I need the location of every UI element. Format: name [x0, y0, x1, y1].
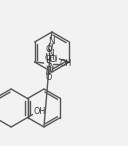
Text: S: S — [45, 59, 52, 69]
Text: OH: OH — [33, 107, 46, 116]
Text: Cl: Cl — [48, 55, 58, 65]
Text: OH: OH — [60, 60, 72, 68]
Text: N: N — [48, 36, 54, 46]
Text: CH₃: CH₃ — [45, 55, 58, 61]
Text: O: O — [45, 46, 52, 54]
Text: O: O — [45, 73, 52, 82]
Text: N: N — [47, 48, 53, 58]
